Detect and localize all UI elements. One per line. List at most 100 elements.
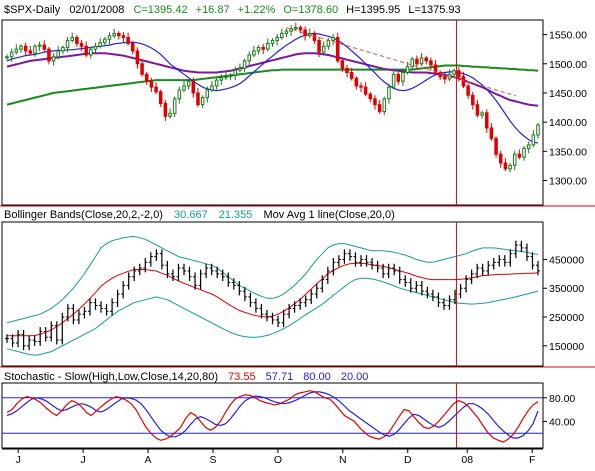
price-candle-body [312,32,317,41]
price-candle-body [23,45,28,52]
price-candle-body [214,79,219,87]
price-candle-body [512,153,517,166]
price-candle-body [70,37,74,41]
upper-band-line [6,235,539,324]
price-candle-body [377,104,382,113]
price-candle-body [373,98,377,106]
price-candle-body [158,91,163,104]
price-candle-body [461,76,466,87]
price-candle-body [89,48,93,56]
price-candle-body [65,39,70,48]
price-candle-body [247,54,251,62]
sto-k-value: 73.55 [228,371,256,383]
price-candle-body [284,30,289,34]
price-y-tick-label: 1300.00 [549,175,587,187]
price-candle-body [498,153,503,164]
symbol-label: $SPX-Daily [4,4,61,16]
price-candle-body [466,85,470,96]
price-candle-body [531,134,536,146]
price-candle-body [14,48,19,53]
price-candle-body [494,137,498,155]
price-candle-body [391,73,396,88]
price-candle-body [294,27,298,30]
price-candle-body [522,147,526,158]
svg-text:Bollinger Bands(Close,20,2,-2,: Bollinger Bands(Close,20,2,-2,0) 30.667 … [4,209,395,221]
price-candle-body [228,74,233,78]
stochastic-d-line [6,391,539,439]
price-candle-body [163,102,168,117]
svg-text:$SPX-Daily 02/01/2008: $SPX-Daily 02/01/2008 C=1395.42 +16.87 +… [4,4,461,16]
price-candle-body [93,45,98,50]
bollinger-y-tick-label: 450000 [549,254,584,266]
price-candle-body [438,72,442,78]
price-y-tick-label: 1450.00 [549,88,587,100]
price-candle-body [149,80,154,88]
price-candle-body [387,86,391,100]
price-candle-body [331,37,335,41]
price-candle-body [42,44,47,50]
x-axis: J J A S O N D 08 F [0,20,595,466]
price-candle-body [19,45,23,50]
high-label: H=1395.95 [346,4,400,16]
svg-text:Stochastic - Slow(High,Low,Clo: Stochastic - Slow(High,Low,Close,14,20,8… [4,371,368,383]
price-candle-body [340,60,345,69]
ma200-line [6,64,539,106]
price-candle-body [126,37,130,44]
price-candle-body [275,37,279,41]
price-candle-body [321,45,326,53]
bollinger-panel-frame [1,221,544,367]
sto-ob-value: 80.00 [303,371,331,383]
price-candle-body [224,76,228,79]
price-candle-body [144,73,149,82]
price-candle-body [457,70,461,78]
price-candle-body [47,48,51,62]
price-candle-body [489,127,494,139]
price-candle-body [75,37,79,44]
price-candle-body [354,77,359,87]
price-candle-body [28,50,33,54]
stochastic-panel: 40.00 80.00 [1,382,575,449]
price-candle-body [410,58,415,68]
price-candle-body [443,76,447,80]
price-candle-body [382,98,387,113]
bb-lower-value: 21.355 [219,209,253,221]
price-candle-body [405,66,410,74]
price-candle-body [191,80,196,94]
price-candle-body [536,124,540,136]
price-candle-body [5,56,9,59]
price-candle-body [452,70,456,75]
price-candle-body [508,164,512,170]
price-candle-body [289,28,293,32]
price-candle-body [303,29,307,37]
price-candle-body [233,69,238,76]
price-candle-body [242,60,247,69]
bollinger-y-tick-label: 350000 [549,283,584,295]
price-candle-body [317,39,321,53]
price-candle-body [121,35,126,39]
stochastic-panel-frame [1,382,544,449]
price-candle-body [419,57,424,65]
bollinger-y-tick-label: 250000 [549,312,584,324]
price-candle-body [415,58,419,65]
x-tick-label: D [404,454,412,466]
price-candle-body [210,85,214,91]
price-candle-body [9,51,14,58]
stochastic-y-tick-label: 80.00 [549,393,575,405]
stochastic-k-line [6,390,539,443]
price-candle-body [261,46,265,50]
price-candle-body [429,60,433,66]
price-candle-body [205,89,210,99]
price-candle-body [103,38,107,44]
open-label: O=1378.60 [283,4,338,16]
bollinger-panel: 150000 250000 350000 450000 [1,221,584,367]
close-label: C=1395.42 [133,4,187,16]
price-candle-body [280,32,284,39]
price-candle-body [196,92,200,106]
price-candle-body [480,112,484,116]
x-tick-label: O [274,454,282,466]
price-candle-body [326,39,331,47]
price-candle-body [182,85,186,91]
price-candle-body [168,112,172,117]
price-candle-body [200,97,205,106]
